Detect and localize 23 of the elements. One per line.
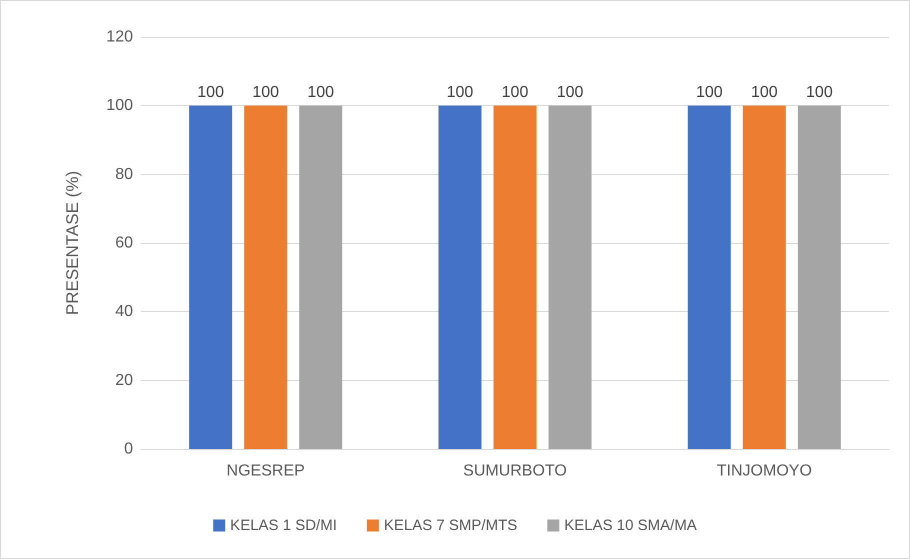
y-axis-title: PRESENTASE (%) <box>63 170 82 316</box>
data-label: 100 <box>197 84 224 102</box>
data-label: 100 <box>502 84 528 102</box>
legend-label: KELAS 7 SMP/MTS <box>384 517 518 534</box>
data-label: 100 <box>556 84 584 102</box>
data-label: 100 <box>750 84 778 102</box>
legend-label: KELAS 1 SD/MI <box>230 517 337 534</box>
y-tick-label: 60 <box>115 234 134 252</box>
data-label: 100 <box>446 84 474 102</box>
y-tick-label: 100 <box>106 97 134 114</box>
data-label: 100 <box>307 84 334 102</box>
y-tick-label: 80 <box>115 166 134 183</box>
y-tick-label: 120 <box>106 28 134 46</box>
y-tick-label: 0 <box>124 440 134 458</box>
x-tick-label: TINJOMOYO <box>716 462 812 480</box>
data-label: 100 <box>806 84 833 102</box>
legend-label: KELAS 10 SMA/MA <box>564 517 697 534</box>
data-label: 100 <box>696 84 723 102</box>
data-label: 100 <box>252 84 280 102</box>
x-tick-label: SUMURBOTO <box>463 462 567 480</box>
y-tick-label: 40 <box>115 303 134 320</box>
y-tick-label: 20 <box>115 372 134 389</box>
x-tick-label: NGESREP <box>226 462 305 480</box>
